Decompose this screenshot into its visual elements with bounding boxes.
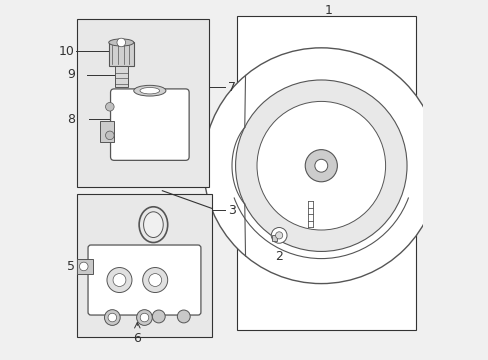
Bar [77,19,208,187]
Ellipse shape [140,87,160,94]
Circle shape [107,267,132,293]
Circle shape [275,232,282,239]
Circle shape [445,169,457,182]
Text: 7: 7 [227,81,235,94]
Circle shape [80,262,88,271]
Circle shape [105,103,114,111]
Bar [237,16,415,330]
Circle shape [105,131,114,140]
Circle shape [271,228,286,243]
Circle shape [257,102,385,230]
Text: 4: 4 [145,249,153,263]
Circle shape [104,310,120,325]
Text: 6: 6 [133,332,141,345]
Bar [108,42,134,66]
Circle shape [314,159,327,172]
Text: 9: 9 [67,68,75,81]
Circle shape [108,313,116,322]
Text: 8: 8 [67,113,75,126]
Text: 1: 1 [324,4,332,17]
Circle shape [148,274,162,287]
Circle shape [136,310,152,325]
Text: 2: 2 [275,249,283,263]
Circle shape [235,80,406,251]
Circle shape [142,267,167,293]
Circle shape [140,313,148,322]
FancyBboxPatch shape [110,89,189,160]
Bar [77,194,212,337]
FancyBboxPatch shape [88,245,201,315]
Circle shape [117,38,125,47]
Text: 10: 10 [59,45,75,58]
Circle shape [113,274,125,287]
Ellipse shape [139,207,167,243]
Circle shape [152,310,165,323]
Ellipse shape [134,85,165,96]
Bar [115,66,127,87]
Text: 3: 3 [227,204,235,217]
Circle shape [305,150,337,182]
Bar [271,235,277,241]
Ellipse shape [108,39,134,46]
Circle shape [203,48,438,284]
Bar [77,259,93,274]
Text: 5: 5 [67,260,75,273]
Circle shape [177,310,190,323]
Bar [100,121,114,143]
Ellipse shape [143,212,163,238]
